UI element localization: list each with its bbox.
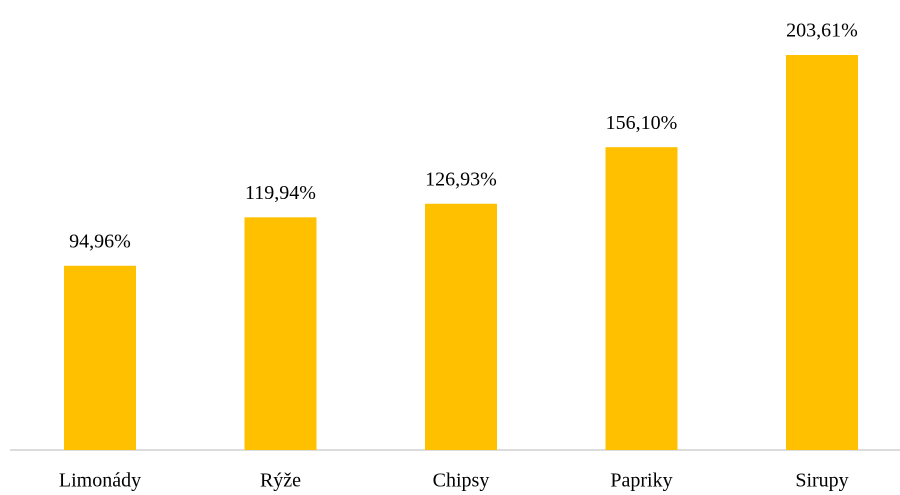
value-label: 126,93% [425, 168, 497, 190]
bar [425, 203, 497, 450]
x-tick-label: Sirupy [795, 470, 848, 492]
x-tick-label: Limonády [59, 470, 141, 492]
value-label: 119,94% [245, 182, 316, 204]
x-tick-label: Rýže [260, 470, 301, 492]
value-label: 156,10% [606, 112, 678, 134]
x-tick-label: Chipsy [433, 470, 490, 492]
x-tick-label: Papriky [610, 470, 672, 492]
bar [786, 54, 858, 450]
bar [605, 147, 678, 450]
value-label: 203,61% [786, 20, 858, 42]
value-label: 94,96% [69, 230, 131, 252]
bar [244, 217, 317, 450]
bar [64, 265, 136, 450]
